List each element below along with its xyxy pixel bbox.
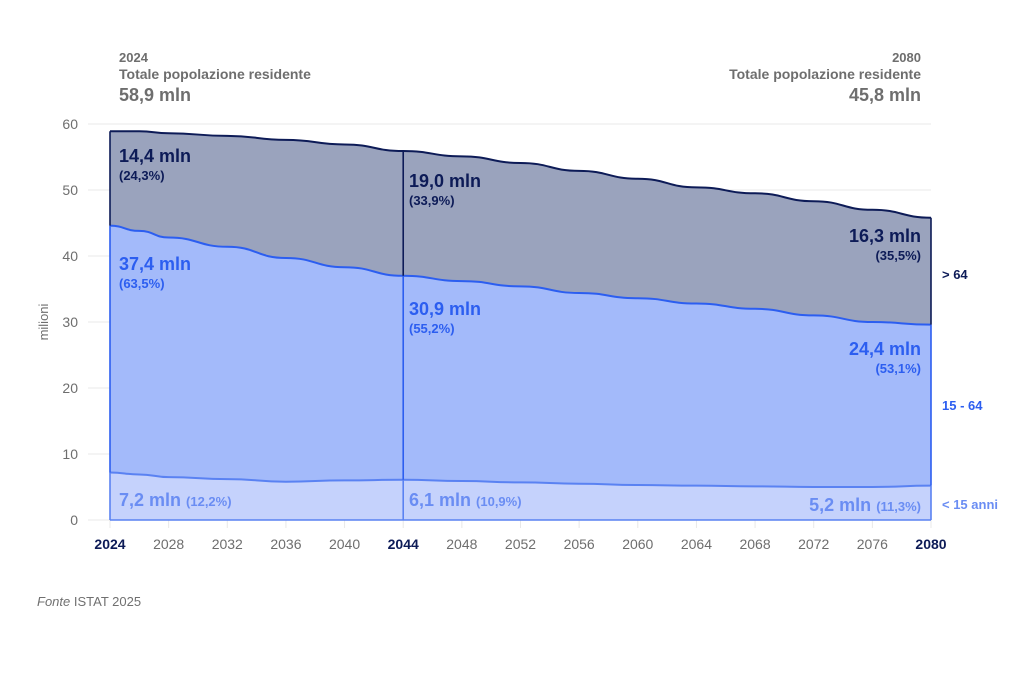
- y-tick-label: 60: [62, 116, 78, 132]
- annotation-pct: (53,1%): [875, 361, 921, 376]
- y-tick-label: 20: [62, 380, 78, 396]
- legend-item: < 15 anni: [942, 497, 998, 512]
- y-tick-label: 30: [62, 314, 78, 330]
- header-start-total: 2024 Totale popolazione residente 58,9 m…: [119, 50, 311, 107]
- source-note: Fonte ISTAT 2025: [37, 594, 141, 609]
- annotation-value: 37,4 mln: [119, 254, 191, 274]
- areas: [110, 131, 931, 520]
- annotation-pct: (10,9%): [476, 494, 522, 509]
- x-tick-label: 2048: [446, 536, 477, 552]
- annotation-pct: (33,9%): [409, 193, 455, 208]
- x-tick-label: 2076: [857, 536, 888, 552]
- y-tick-label: 0: [70, 512, 78, 528]
- x-tick-label: 2060: [622, 536, 653, 552]
- header-start-year: 2024: [119, 50, 148, 65]
- x-tick-label: 2044: [388, 536, 419, 552]
- annotation-under15: 7,2 mln (12,2%): [119, 490, 232, 510]
- x-tick-label: 2028: [153, 536, 184, 552]
- y-tick-label: 50: [62, 182, 78, 198]
- y-tick-label: 10: [62, 446, 78, 462]
- header-end-year: 2080: [892, 50, 921, 65]
- x-tick-label: 2072: [798, 536, 829, 552]
- annotation-pct: (11,3%): [876, 499, 921, 514]
- x-tick-label: 2068: [739, 536, 770, 552]
- header-end-total: 2080 Totale popolazione residente 45,8 m…: [729, 50, 921, 107]
- annotation-pct: (12,2%): [186, 494, 232, 509]
- annotation-pct: (55,2%): [409, 321, 455, 336]
- source-prefix: Fonte: [37, 594, 71, 609]
- legend-item: > 64: [942, 267, 968, 282]
- annotation-value: 14,4 mln: [119, 146, 191, 166]
- annotation-value: 30,9 mln: [409, 299, 481, 319]
- area-under15: [110, 472, 931, 520]
- annotation-value: 6,1 mln: [409, 490, 476, 510]
- annotation-pct: (35,5%): [875, 248, 921, 263]
- y-axis-label: milioni: [36, 303, 51, 340]
- annotations: 14,4 mln (24,3%) 19,0 mln (33,9%) 16,3 mln (3…: [119, 146, 921, 515]
- annotation-value: 19,0 mln: [409, 171, 481, 191]
- legend-item: 15 - 64: [942, 398, 983, 413]
- annotation-pct: (24,3%): [119, 168, 165, 183]
- header-end-label: Totale popolazione residente: [729, 66, 921, 82]
- legend: > 64 15 - 64 < 15 anni: [942, 267, 998, 512]
- line-15-64-top: [109, 224, 932, 326]
- annotation-pct: (63,5%): [119, 276, 165, 291]
- source-text: ISTAT 2025: [70, 594, 142, 609]
- header-start-label: Totale popolazione residente: [119, 66, 311, 82]
- annotation-under15: 5,2 mln (11,3%): [809, 495, 921, 515]
- annotation-value: 16,3 mln: [849, 226, 921, 246]
- header-end-value: 45,8 mln: [848, 85, 921, 105]
- x-tick-label: 2080: [915, 536, 946, 552]
- annotation-value: 24,4 mln: [849, 339, 921, 359]
- x-tick-label: 2024: [94, 536, 125, 552]
- x-axis: 2024 2028 2032 2036 2040 2044 2048 2052 2056 2060…: [94, 536, 946, 552]
- x-tick-label: 2052: [505, 536, 536, 552]
- x-tick-label: 2064: [681, 536, 712, 552]
- line-total: [110, 130, 932, 219]
- area-over64: [110, 131, 931, 325]
- y-tick-label: 40: [62, 248, 78, 264]
- lines: [109, 130, 932, 521]
- header-start-value: 58,9 mln: [119, 85, 192, 105]
- area-15-64: [110, 225, 931, 487]
- annotation-under15: 6,1 mln (10,9%): [409, 490, 522, 510]
- x-tick-label: 2056: [564, 536, 595, 552]
- y-axis: 0 10 20 30 40 50 60: [62, 116, 78, 528]
- x-tick-label: 2040: [329, 536, 360, 552]
- annotation-value: 5,2 mln: [809, 495, 876, 515]
- annotation-value: 7,2 mln: [119, 490, 186, 510]
- x-tick-label: 2032: [212, 536, 243, 552]
- x-tick-label: 2036: [270, 536, 301, 552]
- line-under15-top: [109, 471, 932, 489]
